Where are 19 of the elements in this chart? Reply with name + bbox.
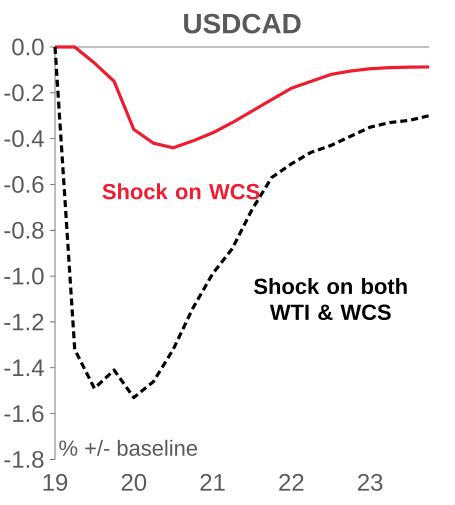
y-tick-label: -1.0 <box>4 268 44 285</box>
x-tick-label: 23 <box>358 474 382 491</box>
y-tick-label: -1.6 <box>4 405 44 422</box>
series-label: Shock on both WTI & WCS <box>254 278 407 320</box>
y-tick-label: -1.8 <box>4 450 44 468</box>
x-tick-label: 22 <box>279 474 304 491</box>
x-tick-label: 19 <box>44 474 68 491</box>
y-tick-label: -0.8 <box>4 222 44 239</box>
y-tick-label: -0.6 <box>4 176 44 193</box>
y-tick-label: -1.2 <box>4 314 44 330</box>
y-tick-label: -1.4 <box>4 360 44 376</box>
text: Shock on WCS <box>102 183 260 200</box>
x-tick-label: 20 <box>122 474 146 491</box>
chart-title: USDCAD <box>184 14 301 34</box>
x-tick-label: 21 <box>200 474 225 491</box>
y-tick-label: -0.2 <box>4 84 44 102</box>
y-tick-label: 0.0 <box>12 38 44 56</box>
y-tick-label: -0.4 <box>4 130 44 148</box>
annotation: % +/- baseline <box>59 440 198 456</box>
